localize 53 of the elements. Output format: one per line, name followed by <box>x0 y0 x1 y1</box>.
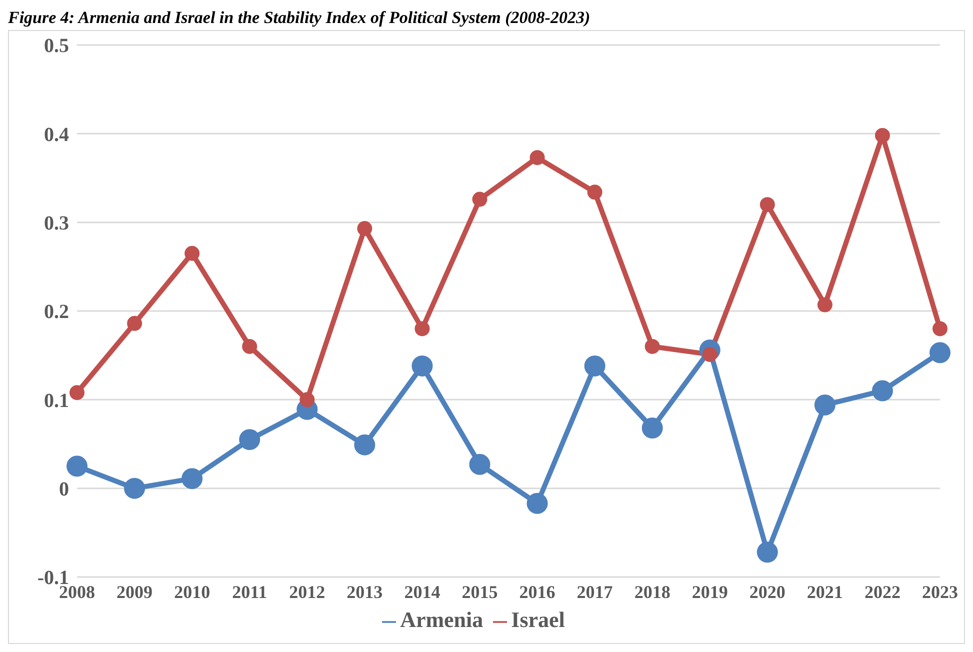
point <box>817 297 832 312</box>
point <box>414 321 430 336</box>
x-tick-label: 2014 <box>404 582 440 602</box>
point <box>872 380 893 402</box>
point <box>412 355 433 376</box>
legend-label: Israel <box>511 607 565 632</box>
point <box>584 355 606 376</box>
point <box>530 150 545 166</box>
x-tick-label: 2023 <box>922 582 958 602</box>
point <box>932 321 948 336</box>
point <box>239 429 260 450</box>
x-tick-label: 2017 <box>576 582 613 602</box>
point <box>874 128 890 143</box>
x-tick-label: 2019 <box>692 582 728 602</box>
point <box>930 342 950 364</box>
point <box>642 418 663 439</box>
point <box>300 392 315 408</box>
x-tick-label: 2018 <box>634 582 670 602</box>
point <box>814 394 836 416</box>
x-tick-label: 2022 <box>864 582 900 602</box>
point <box>760 197 775 212</box>
y-tick-label: 0.1 <box>44 390 69 412</box>
x-tick-label: 2021 <box>806 582 843 602</box>
point <box>756 542 778 563</box>
x-tick-label: 2020 <box>749 582 786 602</box>
point <box>124 478 146 499</box>
point <box>184 246 200 261</box>
y-tick-label: 0 <box>59 478 69 500</box>
point <box>354 434 376 456</box>
point <box>127 316 142 331</box>
point <box>526 492 548 514</box>
point <box>70 385 84 400</box>
point <box>242 338 258 354</box>
x-tick-label: 2013 <box>346 582 383 602</box>
legend-label: Armenia <box>400 607 484 632</box>
x-tick-label: 2011 <box>232 582 268 602</box>
point <box>66 456 88 477</box>
x-tick-label: 2009 <box>116 582 153 602</box>
x-tick-label: 2016 <box>519 582 556 602</box>
x-tick-label: 2012 <box>289 582 326 602</box>
point <box>357 221 372 236</box>
y-tick-label: 0.2 <box>44 301 69 324</box>
x-tick-label: 2010 <box>174 582 210 602</box>
y-tick-label: 0.4 <box>44 124 69 146</box>
y-tick-label: 0.5 <box>44 35 69 58</box>
point <box>182 468 203 490</box>
y-tick-label: 0.3 <box>44 212 69 234</box>
point <box>469 454 490 475</box>
chart-title: Figure 4: Armenia and Israel in the Stability Index of Political System (2008-2023) <box>8 8 592 28</box>
point <box>644 338 660 354</box>
point <box>587 184 602 200</box>
x-tick-label: 2015 <box>462 582 498 602</box>
point <box>472 192 488 207</box>
